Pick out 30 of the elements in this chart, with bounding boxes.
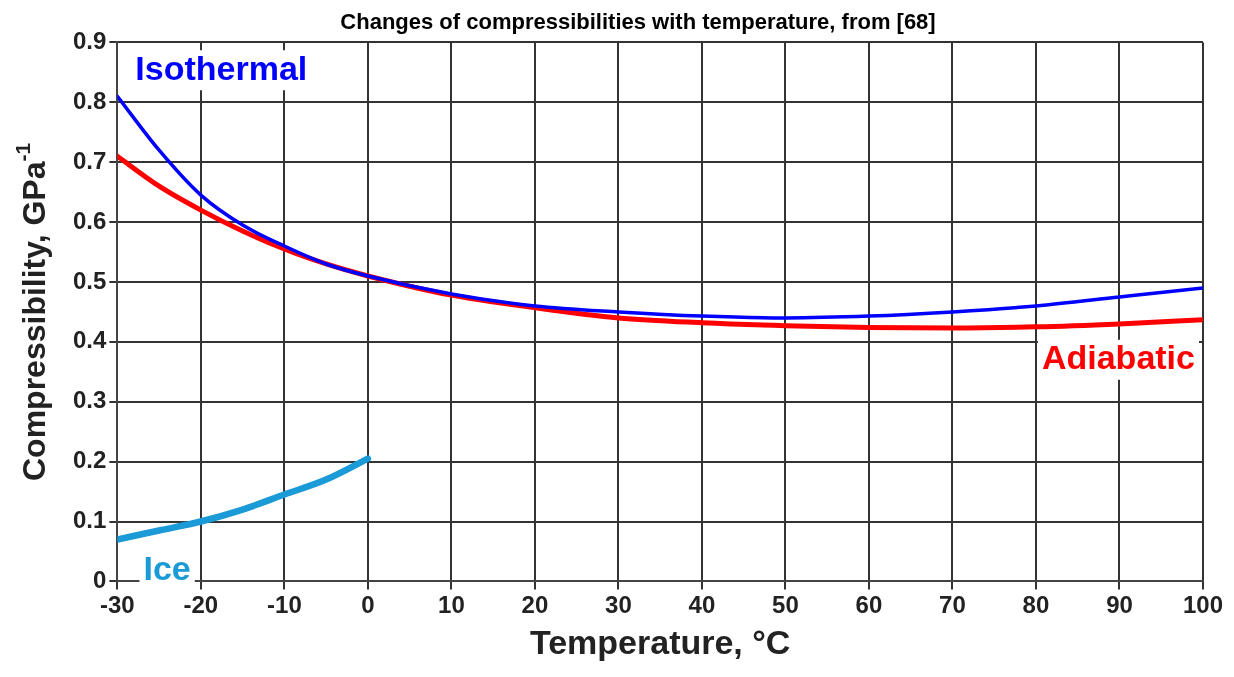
y-tick-label: 0.5 — [72, 266, 107, 294]
x-tick-label: 30 — [605, 591, 632, 619]
x-tick-label: 0 — [361, 591, 375, 619]
chart-title: Changes of compressibilities with temperature, from [68] — [340, 9, 936, 35]
y-tick-label: 0.1 — [72, 506, 107, 534]
x-tick-label: 50 — [772, 591, 799, 619]
x-tick-label: 90 — [1106, 591, 1133, 619]
x-tick-label: -20 — [183, 591, 219, 619]
series-label: Adiabatic — [1041, 338, 1195, 377]
y-tick-label: 0.2 — [72, 446, 107, 474]
y-tick-label: 0.3 — [72, 386, 107, 414]
x-tick-label: 100 — [1182, 591, 1223, 619]
x-tick-label: 70 — [939, 591, 966, 619]
series-label: Isothermal — [135, 48, 308, 87]
x-tick-label: 60 — [855, 591, 883, 619]
y-tick-label: 0.8 — [72, 86, 107, 114]
x-tick-label: 10 — [438, 591, 465, 619]
y-axis-title: Compressibility, GPa-1 — [10, 142, 52, 481]
x-tick-label: 20 — [521, 591, 549, 619]
x-tick-label: -10 — [267, 591, 302, 619]
x-tick-label: 40 — [688, 591, 716, 619]
x-axis-title: Temperature, °C — [529, 622, 791, 661]
y-tick-label: 0.4 — [72, 326, 107, 354]
x-tick-label: -30 — [100, 591, 135, 619]
y-tick-label: 0.9 — [72, 27, 107, 55]
x-tick-label: 80 — [1022, 591, 1050, 619]
series-label: Ice — [143, 548, 191, 587]
y-tick-label: 0.7 — [72, 146, 107, 174]
y-tick-label: 0.6 — [72, 206, 107, 234]
y-tick-label: 0 — [93, 566, 107, 594]
